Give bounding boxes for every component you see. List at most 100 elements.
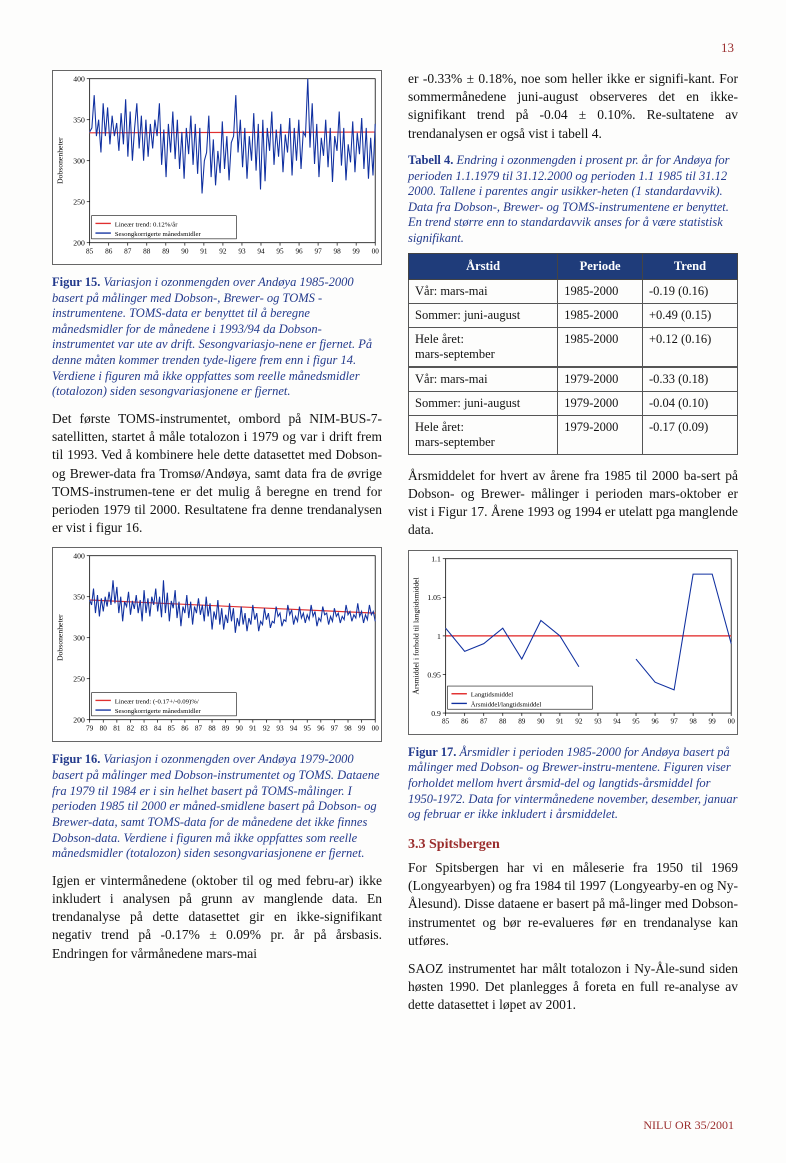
svg-text:00: 00 [372,247,380,255]
svg-text:86: 86 [461,717,469,725]
table-cell: Hele året:mars-september [409,327,558,367]
svg-text:91: 91 [200,247,208,255]
svg-text:80: 80 [100,725,108,733]
svg-text:81: 81 [113,725,121,733]
svg-text:99: 99 [353,247,361,255]
section-3-3-title: 3.3 Spitsbergen [408,837,738,853]
svg-text:00: 00 [372,725,380,733]
paragraph-spitsbergen-2: SAOZ instrumentet har målt totalozon i N… [408,960,738,1015]
svg-text:91: 91 [556,717,564,725]
svg-text:350: 350 [73,116,85,125]
svg-text:86: 86 [105,247,113,255]
svg-text:98: 98 [334,247,342,255]
svg-text:Årsmiddel i forhold til langti: Årsmiddel i forhold til langtidsmiddel [412,577,421,694]
svg-text:92: 92 [575,717,583,725]
table-4: ÅrstidPeriodeTrend Vår: mars-mai1985-200… [408,253,738,455]
svg-text:Lineær trend: (-0.17+/-0.09)%/: Lineær trend: (-0.17+/-0.09)%/ [115,699,199,706]
figure-16-caption: Figur 16. Variasjon i ozonmengden over A… [52,752,382,861]
svg-text:87: 87 [195,725,203,733]
table-cell: 1979-2000 [558,367,643,392]
svg-text:97: 97 [331,725,339,733]
svg-text:83: 83 [140,725,148,733]
svg-text:96: 96 [295,247,303,255]
table-cell: 1979-2000 [558,391,643,415]
table-header: Periode [558,253,643,279]
svg-text:89: 89 [518,717,526,725]
svg-text:94: 94 [613,717,621,725]
svg-text:92: 92 [263,725,271,733]
table-cell: -0.04 (0.10) [642,391,737,415]
paragraph-toms-1: Det første TOMS-instrumentet, ombord på … [52,410,382,538]
table-cell: +0.49 (0.15) [642,303,737,327]
svg-text:300: 300 [73,634,85,643]
table-cell: -0.19 (0.16) [642,279,737,303]
paragraph-arsmiddel: Årsmiddelet for hvert av årene fra 1985 … [408,467,738,540]
svg-text:Lineær trend: 0.12%/år: Lineær trend: 0.12%/år [115,221,179,228]
svg-text:1: 1 [437,631,441,640]
paragraph-spitsbergen-1: For Spitsbergen har vi en måleserie fra … [408,859,738,950]
svg-text:Dobsonenheter: Dobsonenheter [56,614,65,661]
table-cell: 1985-2000 [558,327,643,367]
svg-text:0.9: 0.9 [431,708,441,717]
table-cell: 1985-2000 [558,279,643,303]
svg-text:88: 88 [143,247,151,255]
svg-text:00: 00 [728,717,736,725]
svg-text:1.05: 1.05 [427,593,441,602]
svg-text:93: 93 [238,247,246,255]
svg-text:96: 96 [317,725,325,733]
svg-text:90: 90 [537,717,545,725]
svg-text:99: 99 [358,725,366,733]
svg-text:92: 92 [219,247,227,255]
svg-text:96: 96 [651,717,659,725]
svg-text:89: 89 [162,247,170,255]
svg-text:93: 93 [276,725,284,733]
table-cell: +0.12 (0.16) [642,327,737,367]
left-column: 2002503003504008586878889909192939495969… [52,70,382,1025]
svg-text:84: 84 [154,725,162,733]
svg-text:350: 350 [73,593,85,602]
svg-text:87: 87 [480,717,488,725]
svg-text:97: 97 [670,717,678,725]
svg-text:400: 400 [73,75,85,84]
svg-text:Dobsonenheter: Dobsonenheter [56,137,65,184]
figure-15-caption: Figur 15. Variasjon i ozonmengden over A… [52,275,382,400]
figure-17-chart: 0.9 0.95 1 1.05 1.1 85 86 87 88 89 90 91 92 93 94 95 96 9… [408,550,738,735]
svg-text:91: 91 [249,725,257,733]
figure-16-chart: 2002503003504007980818283848586878889909… [52,547,382,742]
paragraph-trend: Igjen er vintermånedene (oktober til og … [52,872,382,963]
svg-text:93: 93 [594,717,602,725]
table-header: Trend [642,253,737,279]
table-cell: -0.17 (0.09) [642,415,737,454]
figure-17-caption: Figur 17. Årsmidler i perioden 1985-2000… [408,745,738,823]
svg-text:98: 98 [344,725,352,733]
table-cell: Sommer: juni-august [409,303,558,327]
svg-text:97: 97 [314,247,322,255]
table-cell: 1979-2000 [558,415,643,454]
svg-text:86: 86 [181,725,189,733]
svg-text:89: 89 [222,725,230,733]
svg-text:200: 200 [73,716,85,725]
table-cell: Hele året:mars-september [409,415,558,454]
page-footer: NILU OR 35/2001 [643,1118,734,1133]
svg-text:85: 85 [442,717,450,725]
svg-text:200: 200 [73,239,85,248]
table-cell: 1985-2000 [558,303,643,327]
svg-text:250: 250 [73,198,85,207]
svg-text:88: 88 [499,717,507,725]
table-4-caption: Tabell 4. Endring i ozonmengden i prosen… [408,153,738,247]
svg-text:Årsmiddel/langtidsmiddel: Årsmiddel/langtidsmiddel [471,700,542,708]
table-cell: Sommer: juni-august [409,391,558,415]
table-cell: Vår: mars-mai [409,367,558,392]
svg-text:400: 400 [73,552,85,561]
right-column: er -0.33% ± 0.18%, noe som heller ikke e… [408,70,738,1025]
svg-text:90: 90 [236,725,244,733]
svg-text:Sesongkorrigerte månedsmidler: Sesongkorrigerte månedsmidler [115,231,202,238]
svg-text:88: 88 [208,725,216,733]
svg-text:0.95: 0.95 [427,670,441,679]
svg-text:1.1: 1.1 [431,554,441,563]
paragraph-cont: er -0.33% ± 0.18%, noe som heller ikke e… [408,70,738,143]
svg-text:95: 95 [632,717,640,725]
svg-text:85: 85 [86,247,94,255]
svg-text:87: 87 [124,247,132,255]
svg-text:90: 90 [181,247,189,255]
